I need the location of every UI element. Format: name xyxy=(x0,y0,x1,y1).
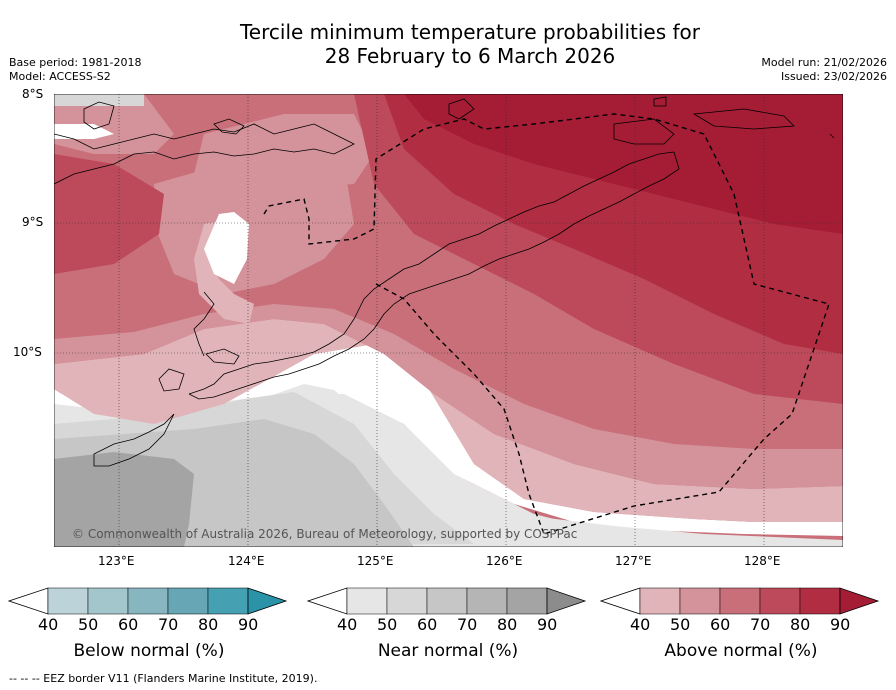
copyright-text: © Commonwealth of Australia 2026, Bureau… xyxy=(72,527,577,541)
cb-above-tick-50: 50 xyxy=(670,615,691,634)
cb-below-tick-40: 40 xyxy=(38,615,59,634)
lon-label-125: 125°E xyxy=(357,554,394,568)
cb-near-tick-90: 90 xyxy=(537,615,558,634)
model-name: Model: ACCESS-S2 xyxy=(9,70,111,83)
colorbar-below xyxy=(8,587,288,615)
eez-border xyxy=(263,113,830,535)
below-cb-high-extension xyxy=(247,587,288,615)
cb-near-tick-60: 60 xyxy=(417,615,438,634)
cb-above-tick-90: 90 xyxy=(830,615,851,634)
above-90-region xyxy=(404,94,843,234)
cb-above-tick-70: 70 xyxy=(750,615,771,634)
graticule xyxy=(54,94,843,547)
near-cb-segment-4 xyxy=(466,587,508,615)
lon-label-128: 128°E xyxy=(744,554,781,568)
above-cb-high-extension xyxy=(839,587,880,615)
cb-below-tick-70: 70 xyxy=(158,615,179,634)
lat-label-10s: 10°S xyxy=(13,345,42,359)
title-line-2: 28 February to 6 March 2026 xyxy=(324,44,616,68)
near-80-region xyxy=(54,452,194,547)
base-period: Base period: 1981-2018 xyxy=(9,56,142,69)
colorbar-above xyxy=(600,587,880,615)
lon-label-126: 126°E xyxy=(486,554,523,568)
cb-near-title: Near normal (%) xyxy=(377,641,519,661)
cb-below-tick-50: 50 xyxy=(78,615,99,634)
probability-map[interactable]: © Commonwealth of Australia 2026, Bureau… xyxy=(54,94,843,547)
page-title: Tercile minimum temperature probabilitie… xyxy=(0,20,896,68)
above-cb-low-extension xyxy=(600,587,641,615)
cb-near-tick-70: 70 xyxy=(457,615,478,634)
below-cb-segment-3 xyxy=(127,587,169,615)
meta-left: Base period: 1981-2018 Model: ACCESS-S2 xyxy=(9,56,141,84)
issued-date: Issued: 23/02/2026 xyxy=(780,70,887,83)
white-gap-band xyxy=(54,344,843,536)
lon-label-127: 127°E xyxy=(615,554,652,568)
above-cb-segment-3 xyxy=(719,587,761,615)
cb-near-tick-80: 80 xyxy=(497,615,518,634)
below-cb-segment-4 xyxy=(167,587,209,615)
near-cb-segment-3 xyxy=(426,587,468,615)
below-cb-segment-5 xyxy=(207,587,249,615)
cb-above-tick-40: 40 xyxy=(630,615,651,634)
cb-below-title: Below normal (%) xyxy=(73,641,225,661)
above-cb-segment-5 xyxy=(799,587,841,615)
near-patch-nw xyxy=(54,94,144,106)
model-run: Model run: 21/02/2026 xyxy=(761,56,887,69)
lon-label-123: 123°E xyxy=(98,554,135,568)
above-40-band xyxy=(54,319,843,522)
near-cb-segment-2 xyxy=(386,587,428,615)
below-cb-segment-1 xyxy=(47,587,89,615)
above-cb-segment-1 xyxy=(639,587,681,615)
meta-right: Model run: 21/02/2026 Issued: 23/02/2026 xyxy=(761,56,887,84)
cb-above-tick-80: 80 xyxy=(790,615,811,634)
cb-above-title: Above normal (%) xyxy=(664,641,818,661)
above-cb-segment-4 xyxy=(759,587,801,615)
near-cb-segment-1 xyxy=(346,587,388,615)
below-cb-segment-2 xyxy=(87,587,129,615)
cb-below-tick-80: 80 xyxy=(198,615,219,634)
title-line-1: Tercile minimum temperature probabilitie… xyxy=(239,20,701,44)
lat-label-9s: 9°S xyxy=(22,215,44,229)
lat-label-8s: 8°S xyxy=(22,87,44,101)
coastlines xyxy=(54,96,835,467)
above-cb-segment-2 xyxy=(679,587,721,615)
near-cb-segment-5 xyxy=(506,587,548,615)
above-50-band xyxy=(54,304,843,489)
cb-below-tick-90: 90 xyxy=(238,615,259,634)
footer-note: -- -- -- EEZ border V11 (Flanders Marine… xyxy=(9,672,318,685)
cb-near-tick-40: 40 xyxy=(337,615,358,634)
cb-near-tick-50: 50 xyxy=(377,615,398,634)
above-70-west xyxy=(54,154,164,274)
near-cb-high-extension xyxy=(546,587,587,615)
white-hole xyxy=(204,212,249,284)
above-50-patch-n xyxy=(194,114,374,189)
cb-above-tick-60: 60 xyxy=(710,615,731,634)
near-cb-low-extension xyxy=(307,587,348,615)
below-cb-low-extension xyxy=(8,587,49,615)
colorbar-near xyxy=(307,587,587,615)
cb-below-tick-60: 60 xyxy=(118,615,139,634)
lon-label-124: 124°E xyxy=(228,554,265,568)
